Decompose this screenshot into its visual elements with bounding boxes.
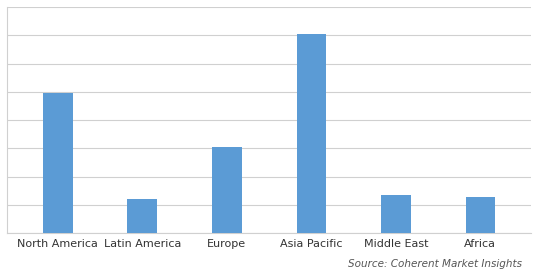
Bar	[128, 199, 157, 233]
Bar	[465, 197, 495, 233]
Bar	[381, 195, 410, 233]
Bar	[43, 93, 73, 233]
Bar	[212, 147, 242, 233]
Bar	[296, 34, 326, 233]
Text: Source: Coherent Market Insights: Source: Coherent Market Insights	[348, 259, 522, 269]
